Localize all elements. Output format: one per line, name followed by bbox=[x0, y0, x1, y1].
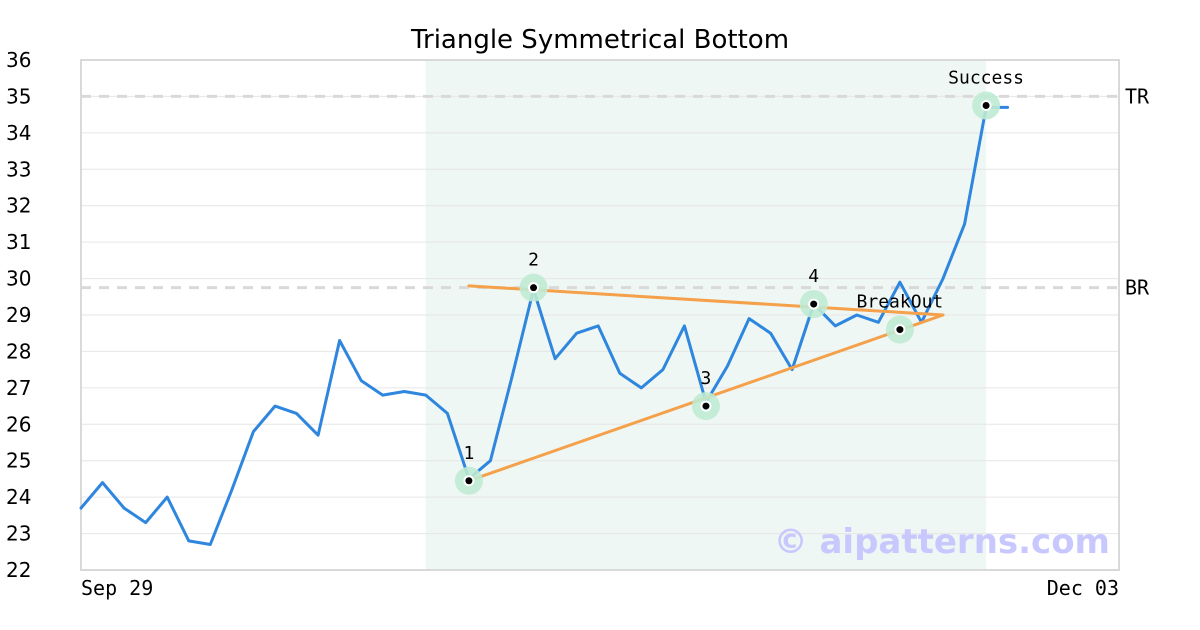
y-tick-label: 27 bbox=[6, 376, 31, 400]
y-tick-label: 25 bbox=[6, 449, 31, 473]
point-dot bbox=[982, 102, 990, 110]
pattern-point-2: 2 bbox=[519, 250, 548, 302]
plot-frame bbox=[80, 59, 1120, 571]
price-line bbox=[79, 105, 1010, 546]
x-axis-ticks: Sep 29 Dec 03 bbox=[81, 576, 1119, 600]
point-dot bbox=[702, 402, 710, 410]
point-label: 2 bbox=[528, 250, 539, 271]
y-tick-label: 32 bbox=[6, 194, 31, 218]
point-dot bbox=[810, 300, 818, 308]
watermark: © aipatterns.com bbox=[774, 522, 1110, 562]
chart-title: Triangle Symmetrical Bottom bbox=[410, 25, 789, 55]
x-tick-label: Sep 29 bbox=[81, 576, 153, 600]
y-tick-label: 35 bbox=[6, 84, 31, 108]
y-tick-label: 23 bbox=[6, 522, 31, 546]
point-dot bbox=[530, 284, 538, 292]
y-tick-label: 22 bbox=[6, 558, 31, 582]
y-tick-label: 30 bbox=[6, 267, 31, 291]
pattern-points: 1 2 3 4 BreakOut Success bbox=[454, 68, 1024, 495]
level-label-tr: TR bbox=[1125, 84, 1150, 108]
pattern-point-3: 3 bbox=[691, 368, 720, 421]
level-lines: TR BR bbox=[81, 84, 1150, 300]
point-label: 3 bbox=[701, 368, 712, 389]
y-axis-ticks: 22 23 24 25 26 27 28 29 30 31 32 33 34 35 36 bbox=[6, 48, 31, 582]
point-dot bbox=[465, 477, 473, 485]
y-tick-label: 31 bbox=[6, 230, 31, 254]
gridlines bbox=[81, 95, 1119, 535]
point-label: 4 bbox=[808, 266, 819, 287]
upper-trendline bbox=[467, 284, 945, 317]
level-label-br: BR bbox=[1125, 276, 1150, 300]
y-tick-label: 33 bbox=[6, 157, 31, 181]
point-label: 1 bbox=[463, 443, 474, 464]
y-tick-label: 26 bbox=[6, 412, 31, 436]
y-tick-label: 34 bbox=[6, 121, 31, 145]
point-label: Success bbox=[948, 68, 1024, 89]
pattern-point-breakout: BreakOut bbox=[857, 292, 944, 344]
pattern-point-4: 4 bbox=[799, 266, 828, 319]
pattern-point-1: 1 bbox=[454, 443, 483, 495]
y-tick-label: 24 bbox=[6, 485, 31, 509]
x-tick-label: Dec 03 bbox=[1047, 576, 1119, 600]
y-tick-label: 36 bbox=[6, 48, 31, 72]
point-dot bbox=[896, 326, 904, 334]
y-tick-label: 28 bbox=[6, 339, 31, 363]
price-series bbox=[79, 105, 1010, 546]
point-label: BreakOut bbox=[857, 292, 944, 313]
pattern-point-success: Success bbox=[948, 68, 1024, 120]
y-tick-label: 29 bbox=[6, 303, 31, 327]
